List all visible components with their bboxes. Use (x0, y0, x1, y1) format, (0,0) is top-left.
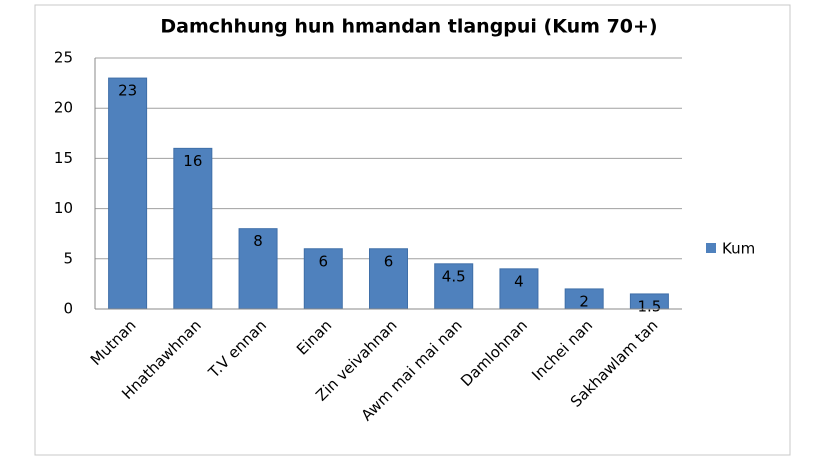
data-label: 23 (118, 82, 137, 100)
data-label: 6 (319, 252, 329, 270)
data-label: 4 (514, 272, 524, 290)
bar (303, 248, 343, 310)
y-tick-label: 0 (63, 300, 73, 318)
data-label: 6 (384, 252, 394, 270)
legend-swatch (706, 243, 716, 253)
bar (434, 263, 474, 310)
y-tick-label: 10 (54, 199, 73, 217)
chart-frame (34, 4, 791, 456)
y-tick-label: 15 (54, 149, 73, 167)
data-label: 2 (579, 292, 589, 310)
y-tick-label: 5 (63, 249, 73, 267)
data-label: 8 (253, 232, 263, 250)
y-tick-label: 20 (54, 99, 73, 117)
bar (173, 147, 213, 310)
data-label: 1.5 (637, 297, 661, 315)
data-label: 16 (183, 152, 202, 170)
bar (499, 268, 539, 310)
chart-title: Damchhung hun hmandan tlangpui (Kum 70+) (160, 16, 657, 38)
legend-label: Kum (722, 240, 755, 258)
bar (108, 77, 148, 310)
data-label: 4.5 (442, 267, 466, 285)
bar (369, 248, 408, 310)
y-tick-label: 25 (54, 49, 73, 67)
